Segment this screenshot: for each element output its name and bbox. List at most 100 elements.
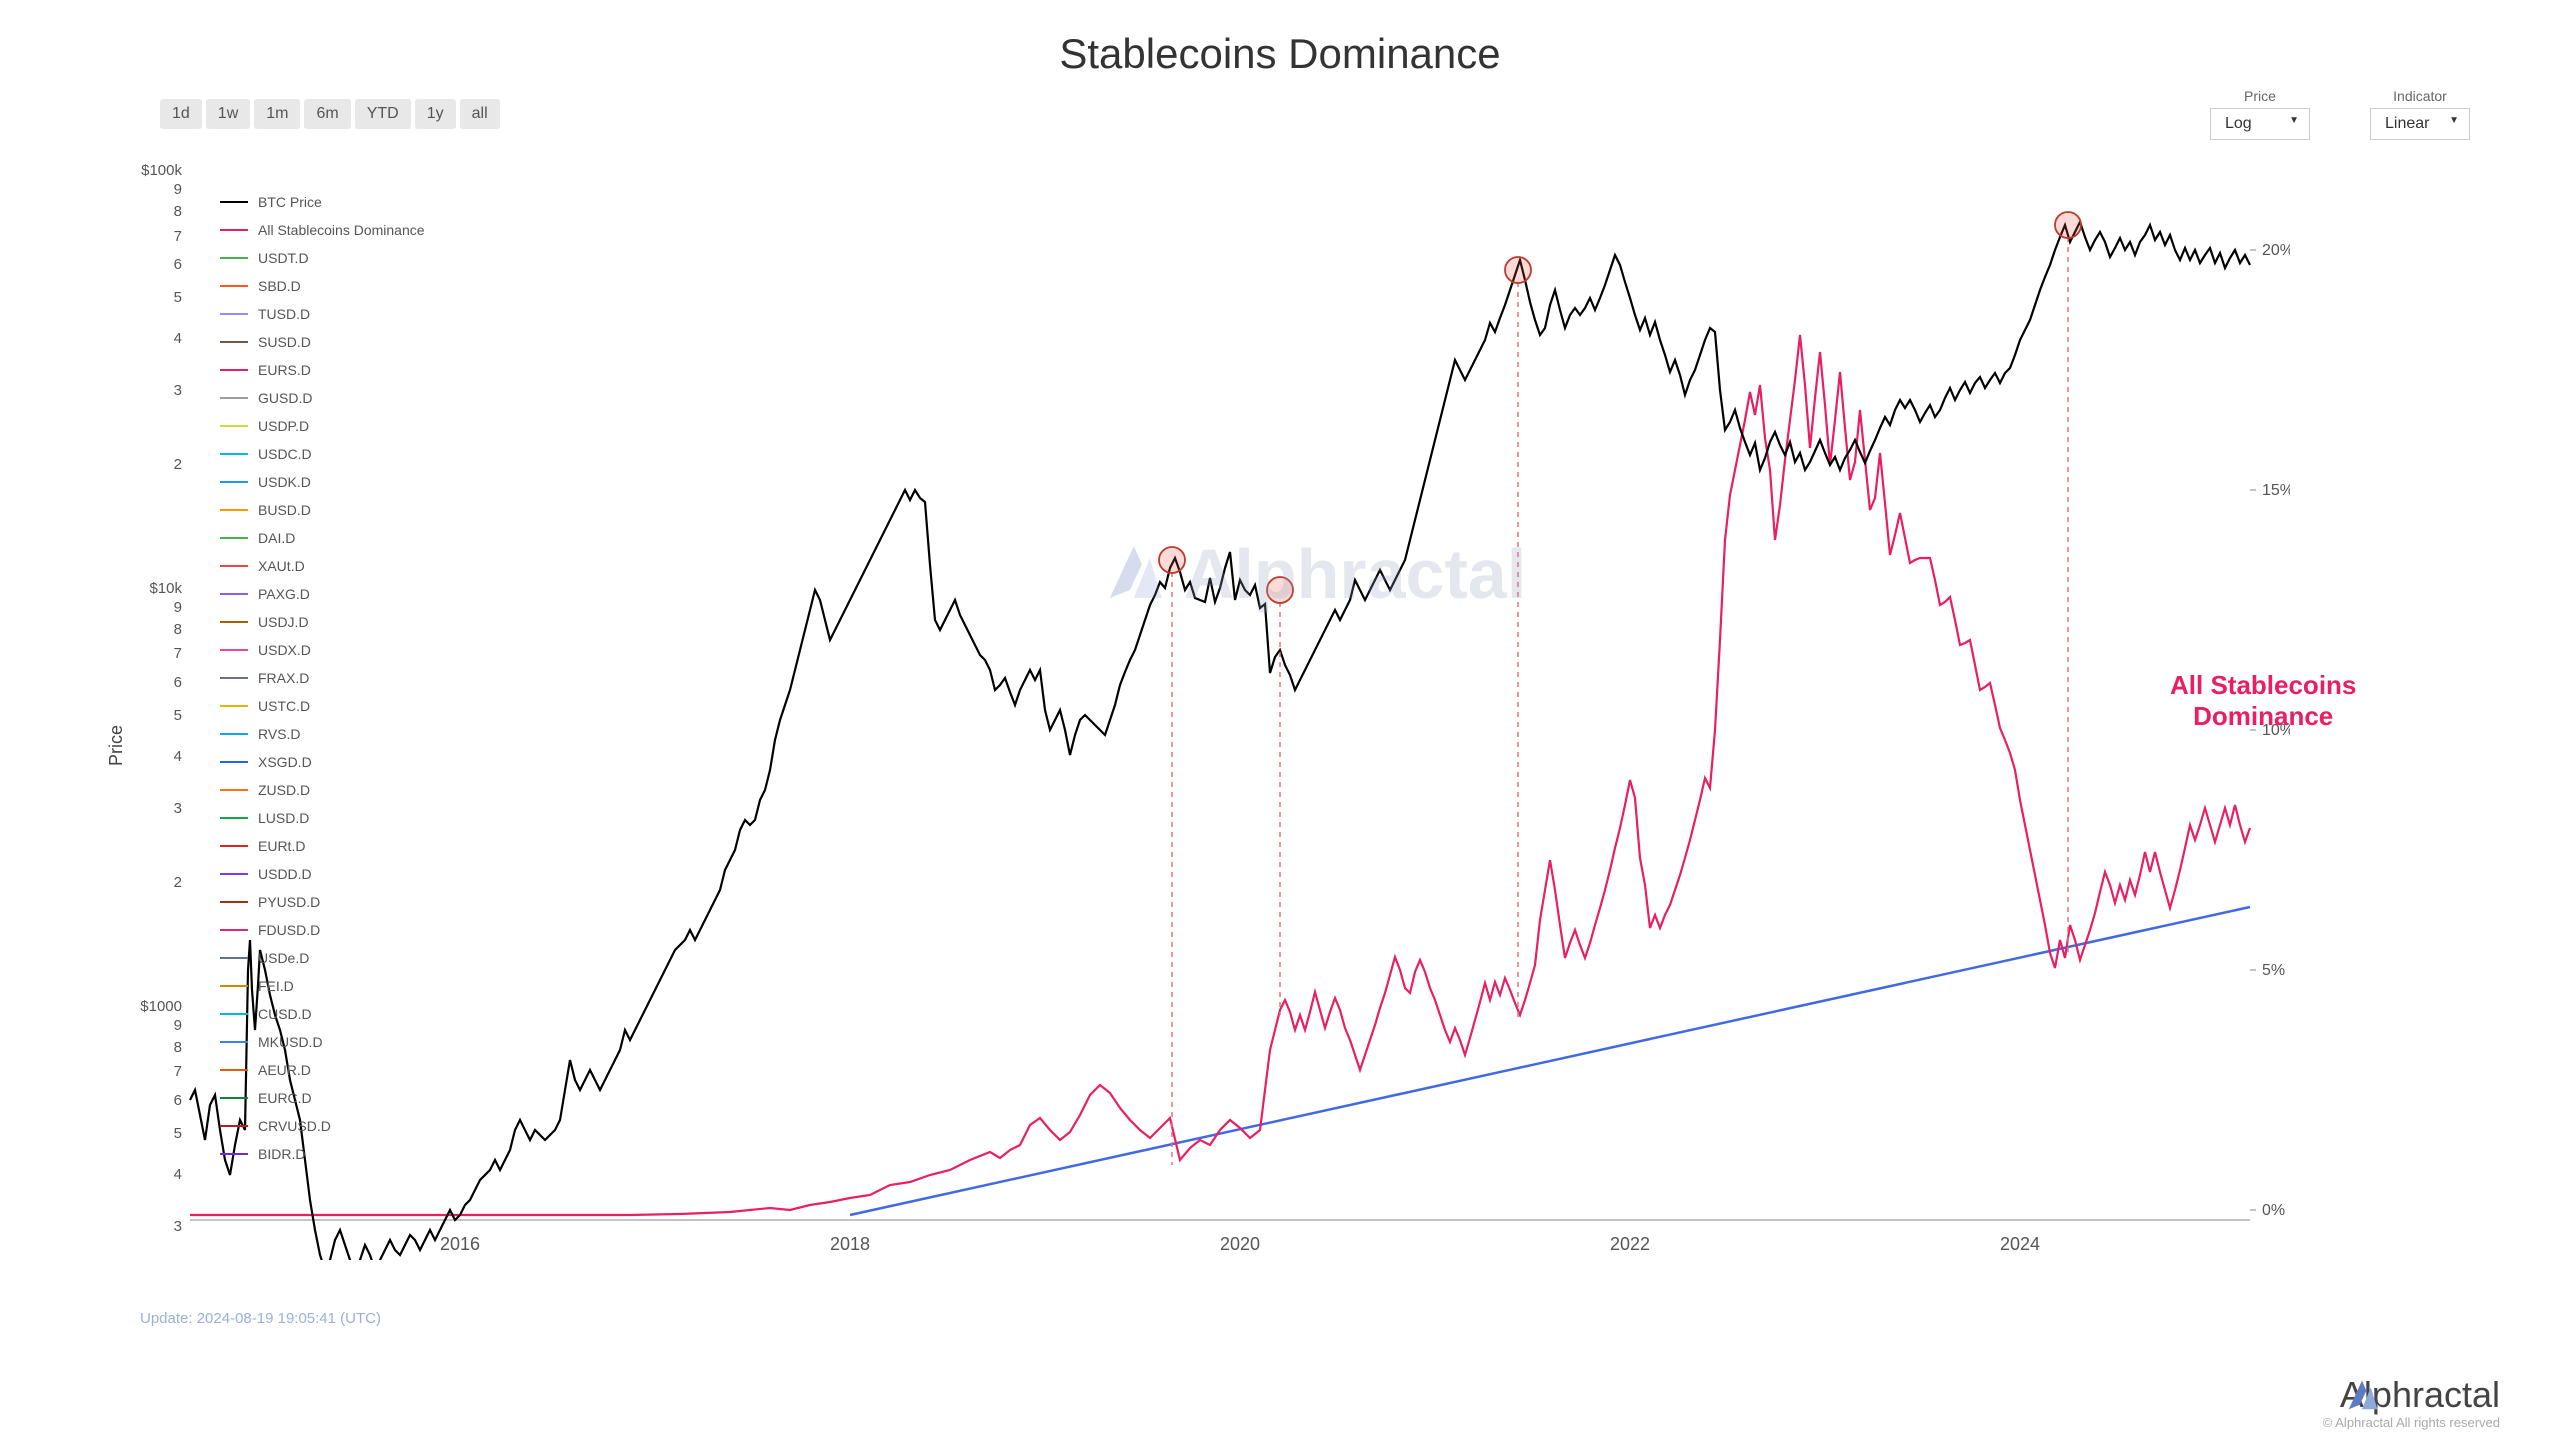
- legend-item[interactable]: USDD.D: [220, 860, 425, 888]
- legend-swatch: [220, 957, 248, 959]
- legend-swatch: [220, 397, 248, 399]
- legend-label: AEUR.D: [258, 1062, 311, 1078]
- legend-label: All Stablecoins Dominance: [258, 222, 425, 238]
- range-btn-1m[interactable]: 1m: [254, 99, 300, 129]
- legend-label: RVS.D: [258, 726, 301, 742]
- legend-item[interactable]: BTC Price: [220, 188, 425, 216]
- legend-item[interactable]: DAI.D: [220, 524, 425, 552]
- legend-label: XSGD.D: [258, 754, 312, 770]
- svg-text:2: 2: [174, 456, 182, 473]
- legend-item[interactable]: USTC.D: [220, 692, 425, 720]
- chart-svg: $100k98765432$10k98765432$10009876543220…: [130, 160, 2290, 1260]
- legend-swatch: [220, 1097, 248, 1099]
- indicator-control: Indicator Linear: [2370, 88, 2470, 140]
- brand: Alphractal: [2340, 1374, 2500, 1416]
- legend-item[interactable]: GUSD.D: [220, 384, 425, 412]
- svg-text:2022: 2022: [1610, 1234, 1650, 1254]
- annotation-line1: All Stablecoins: [2170, 670, 2356, 701]
- legend-item[interactable]: EURS.D: [220, 356, 425, 384]
- legend-item[interactable]: MKUSD.D: [220, 1028, 425, 1056]
- legend-item[interactable]: USDX.D: [220, 636, 425, 664]
- legend-item[interactable]: RVS.D: [220, 720, 425, 748]
- svg-text:$10k: $10k: [149, 580, 182, 597]
- legend-label: PYUSD.D: [258, 894, 320, 910]
- svg-text:8: 8: [174, 1039, 182, 1056]
- legend-item[interactable]: USDC.D: [220, 440, 425, 468]
- legend-swatch: [220, 341, 248, 343]
- legend-item[interactable]: TUSD.D: [220, 300, 425, 328]
- legend-item[interactable]: All Stablecoins Dominance: [220, 216, 425, 244]
- legend-item[interactable]: SUSD.D: [220, 328, 425, 356]
- price-select[interactable]: Log: [2210, 108, 2310, 140]
- chart-area: Price Dominance Alphractal BTC PriceAll …: [130, 160, 2490, 1310]
- svg-text:9: 9: [174, 1017, 182, 1034]
- legend-swatch: [220, 481, 248, 483]
- legend-item[interactable]: USDK.D: [220, 468, 425, 496]
- svg-text:3: 3: [174, 1218, 182, 1235]
- legend-label: FDUSD.D: [258, 922, 320, 938]
- legend-label: EURC.D: [258, 1090, 312, 1106]
- svg-text:4: 4: [174, 330, 182, 347]
- legend-item[interactable]: PYUSD.D: [220, 888, 425, 916]
- svg-text:5: 5: [174, 707, 182, 724]
- legend-item[interactable]: USDT.D: [220, 244, 425, 272]
- legend-item[interactable]: XAUt.D: [220, 552, 425, 580]
- brand-copyright: © Alphractal All rights reserved: [2323, 1415, 2500, 1430]
- legend-swatch: [220, 873, 248, 875]
- legend-item[interactable]: BUSD.D: [220, 496, 425, 524]
- legend-label: USDJ.D: [258, 614, 309, 630]
- svg-text:7: 7: [174, 645, 182, 662]
- legend-swatch: [220, 621, 248, 623]
- legend-label: USDX.D: [258, 642, 311, 658]
- legend-item[interactable]: CUSD.D: [220, 1000, 425, 1028]
- range-btn-1w[interactable]: 1w: [206, 99, 250, 129]
- indicator-label: Indicator: [2393, 88, 2447, 104]
- legend-item[interactable]: EURC.D: [220, 1084, 425, 1112]
- svg-text:2024: 2024: [2000, 1234, 2040, 1254]
- svg-text:3: 3: [174, 800, 182, 817]
- legend-item[interactable]: USDe.D: [220, 944, 425, 972]
- svg-text:2: 2: [174, 874, 182, 891]
- svg-text:6: 6: [174, 256, 182, 273]
- legend-item[interactable]: USDJ.D: [220, 608, 425, 636]
- legend-swatch: [220, 1069, 248, 1071]
- legend-item[interactable]: CRVUSD.D: [220, 1112, 425, 1140]
- range-btn-YTD[interactable]: YTD: [355, 99, 411, 129]
- legend-item[interactable]: FEI.D: [220, 972, 425, 1000]
- legend-label: BTC Price: [258, 194, 322, 210]
- range-btn-all[interactable]: all: [460, 99, 500, 129]
- top-controls: 1d1w1m6mYTD1yall Price Log Indicator Lin…: [160, 88, 2470, 140]
- legend-item[interactable]: PAXG.D: [220, 580, 425, 608]
- legend-label: ZUSD.D: [258, 782, 310, 798]
- svg-text:5%: 5%: [2262, 962, 2285, 979]
- svg-text:9: 9: [174, 181, 182, 198]
- svg-text:9: 9: [174, 599, 182, 616]
- legend-item[interactable]: AEUR.D: [220, 1056, 425, 1084]
- svg-text:2020: 2020: [1220, 1234, 1260, 1254]
- legend-item[interactable]: EURt.D: [220, 832, 425, 860]
- indicator-select[interactable]: Linear: [2370, 108, 2470, 140]
- update-timestamp: Update: 2024-08-19 19:05:41 (UTC): [140, 1310, 2510, 1327]
- legend-label: CRVUSD.D: [258, 1118, 331, 1134]
- range-btn-1d[interactable]: 1d: [160, 99, 202, 129]
- legend-item[interactable]: USDP.D: [220, 412, 425, 440]
- range-btn-1y[interactable]: 1y: [415, 99, 456, 129]
- legend-item[interactable]: ZUSD.D: [220, 776, 425, 804]
- legend-item[interactable]: FDUSD.D: [220, 916, 425, 944]
- legend-swatch: [220, 369, 248, 371]
- legend-label: USDC.D: [258, 446, 312, 462]
- svg-text:4: 4: [174, 1166, 182, 1183]
- legend-swatch: [220, 509, 248, 511]
- legend-label: USDD.D: [258, 866, 312, 882]
- legend-item[interactable]: XSGD.D: [220, 748, 425, 776]
- legend-item[interactable]: BIDR.D: [220, 1140, 425, 1168]
- legend-item[interactable]: FRAX.D: [220, 664, 425, 692]
- legend-item[interactable]: LUSD.D: [220, 804, 425, 832]
- chart-title: Stablecoins Dominance: [50, 30, 2510, 78]
- range-btn-6m[interactable]: 6m: [304, 99, 350, 129]
- legend-swatch: [220, 677, 248, 679]
- legend-label: FEI.D: [258, 978, 294, 994]
- legend-item[interactable]: SBD.D: [220, 272, 425, 300]
- legend-label: USDK.D: [258, 474, 311, 490]
- legend-swatch: [220, 537, 248, 539]
